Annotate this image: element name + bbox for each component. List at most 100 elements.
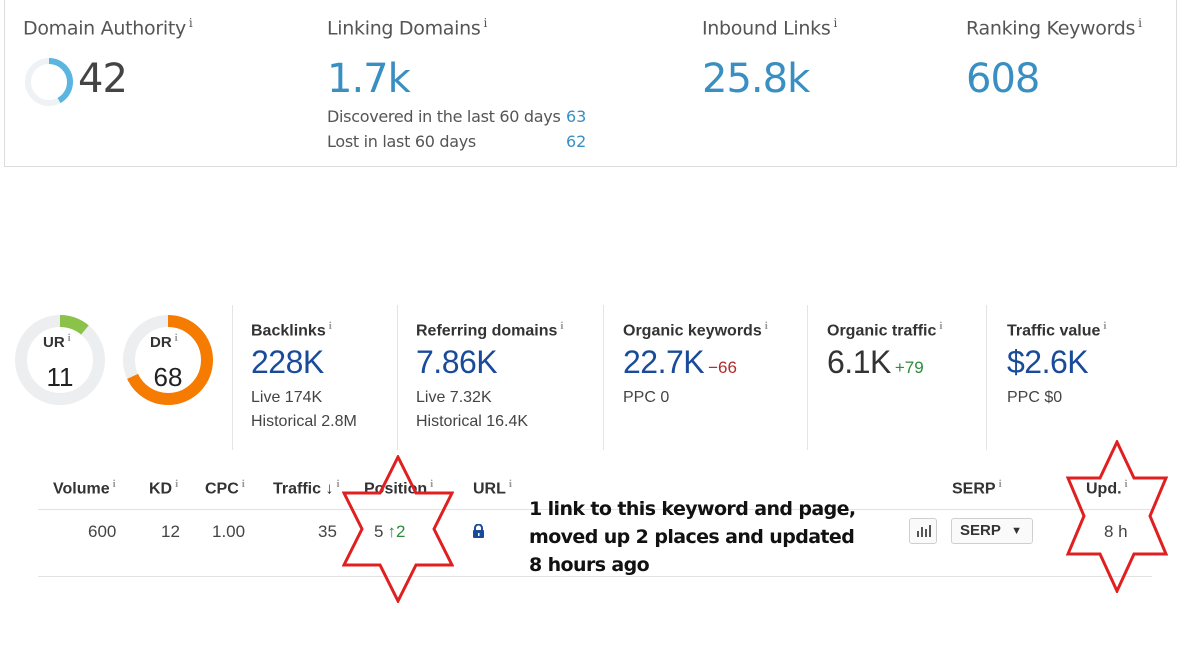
backlinks-value[interactable]: 228K [251, 344, 324, 381]
info-icon[interactable]: i [174, 332, 178, 344]
organic-traffic-metric: Organic traffic i 6.1K +79 [807, 305, 987, 450]
table-row-divider [38, 576, 1152, 577]
inbound-links-label: Inbound Links [702, 17, 831, 40]
organic-traffic-label: Organic traffic [827, 322, 937, 340]
linking-domains-metric: Linking Domains i 1.7k Discovered in the … [327, 16, 586, 151]
backlinks-live: Live 174K [251, 389, 323, 407]
domain-authority-label: Domain Authority [23, 17, 186, 40]
organic-traffic-delta: +79 [894, 358, 924, 378]
col-cpc-label: CPC [205, 480, 239, 498]
traffic-value-label: Traffic value [1007, 322, 1101, 340]
serp-button-label: SERP [960, 522, 1001, 539]
row-traffic: 35 [318, 522, 337, 541]
organic-keywords-metric: Organic keywords i 22.7K −66 PPC 0 [603, 305, 788, 450]
info-icon[interactable]: i [336, 478, 340, 490]
annotation-star-updated [1066, 440, 1168, 593]
info-icon[interactable]: i [241, 478, 245, 490]
info-icon[interactable]: i [833, 16, 837, 30]
domain-authority-metric: Domain Authority i 42 [23, 16, 193, 106]
info-icon[interactable]: i [1138, 16, 1142, 30]
col-serp[interactable]: SERP i [952, 478, 1002, 498]
row-volume: 600 [88, 522, 117, 541]
keyword-table: Volume i KD i CPC i Traffic ↓ i Position i UR… [38, 468, 1152, 578]
info-icon[interactable]: i [328, 320, 332, 332]
dr-value: 68 [153, 362, 183, 392]
info-icon[interactable]: i [1103, 320, 1107, 332]
domain-authority-ring [25, 58, 73, 106]
lost-label: Lost in last 60 days [327, 132, 476, 151]
traffic-value-value[interactable]: $2.6K [1007, 344, 1089, 381]
info-icon[interactable]: i [430, 478, 434, 490]
linking-domains-label: Linking Domains [327, 17, 481, 40]
col-volume-label: Volume [53, 480, 110, 498]
col-traffic-label: Traffic [273, 480, 322, 498]
row-position-value: 5 [374, 522, 384, 541]
info-icon[interactable]: i [188, 16, 193, 30]
organic-traffic-value[interactable]: 6.1K [827, 344, 891, 381]
backlinks-metric: Backlinks i 228K Live 174K Historical 2.8… [232, 305, 396, 450]
domain-authority-value: 42 [78, 56, 128, 102]
organic-keywords-delta: −66 [708, 358, 737, 378]
col-updated-label: Upd. [1086, 480, 1122, 498]
organic-keywords-ppc: PPC 0 [623, 389, 670, 407]
bar-chart-icon [917, 525, 931, 537]
col-volume[interactable]: Volume i [53, 478, 116, 498]
info-icon[interactable]: i [483, 16, 488, 30]
info-icon[interactable]: i [67, 332, 71, 344]
serp-dropdown-button[interactable]: SERP ▼ [951, 518, 1033, 544]
referring-domains-value[interactable]: 7.86K [416, 344, 498, 381]
referring-domains-live: Live 7.32K [416, 389, 492, 407]
sort-desc-icon[interactable]: ↓ [325, 480, 334, 498]
ranking-keywords-label: Ranking Keywords [966, 17, 1136, 40]
caret-down-icon: ▼ [1011, 525, 1022, 537]
site-metrics-panel: UR i 11 DR i 68 Backlinks i 228K Live 174K … [0, 300, 1192, 450]
row-position: 5 ↑2 [374, 522, 405, 542]
col-traffic[interactable]: Traffic ↓ i [273, 478, 340, 498]
discovered-label: Discovered in the last 60 days [327, 107, 561, 126]
serp-chart-button[interactable] [909, 518, 937, 544]
info-icon[interactable]: i [1124, 478, 1128, 490]
backlinks-historical: Historical 2.8M [251, 413, 357, 431]
traffic-value-metric: Traffic value i $2.6K PPC $0 [986, 305, 1167, 450]
lost-value[interactable]: 62 [566, 132, 587, 151]
info-icon[interactable]: i [112, 478, 116, 490]
ur-value: 11 [46, 362, 74, 392]
row-updated: 8 h [1104, 522, 1128, 541]
annotation-star-position [342, 455, 454, 603]
discovered-value[interactable]: 63 [566, 107, 587, 126]
backlinks-label: Backlinks [251, 322, 326, 340]
referring-domains-historical: Historical 16.4K [416, 413, 529, 431]
table-header-divider [38, 509, 1152, 510]
info-icon[interactable]: i [998, 478, 1002, 490]
ur-label: UR [43, 334, 65, 351]
col-updated[interactable]: Upd. i [1086, 478, 1128, 498]
col-kd-label: KD [149, 480, 173, 498]
col-kd[interactable]: KD i [149, 478, 178, 498]
row-kd: 12 [161, 522, 180, 541]
inbound-links-metric: Inbound Links i 25.8k [702, 16, 837, 102]
col-url-label: URL [473, 480, 506, 498]
col-url[interactable]: URL i [473, 478, 512, 498]
col-cpc[interactable]: CPC i [205, 478, 245, 498]
ranking-keywords-value: 608 [966, 56, 1040, 102]
inbound-links-value: 25.8k [702, 56, 810, 102]
info-icon[interactable]: i [175, 478, 179, 490]
info-icon[interactable]: i [560, 320, 564, 332]
ur-gauge: UR i 11 [12, 312, 108, 408]
dr-gauge: DR i 68 [120, 312, 216, 408]
col-serp-label: SERP [952, 480, 996, 498]
domain-summary-panel: Domain Authority i 42 Linking Domains i 1.… [4, 0, 1177, 167]
dr-label: DR [150, 334, 172, 351]
referring-domains-label: Referring domains [416, 322, 558, 340]
traffic-value-ppc: PPC $0 [1007, 389, 1063, 407]
organic-keywords-value[interactable]: 22.7K [623, 344, 705, 381]
info-icon[interactable]: i [939, 320, 943, 332]
position-change: ↑2 [387, 522, 406, 541]
ur-ring [15, 315, 105, 405]
annotation-callout: 1 link to this keyword and page, moved u… [529, 498, 856, 576]
info-icon[interactable]: i [764, 320, 768, 332]
lock-icon[interactable] [472, 523, 485, 544]
referring-domains-metric: Referring domains i 7.86K Live 7.32K Hist… [397, 305, 586, 450]
linking-domains-value: 1.7k [327, 56, 411, 102]
info-icon[interactable]: i [508, 478, 512, 490]
